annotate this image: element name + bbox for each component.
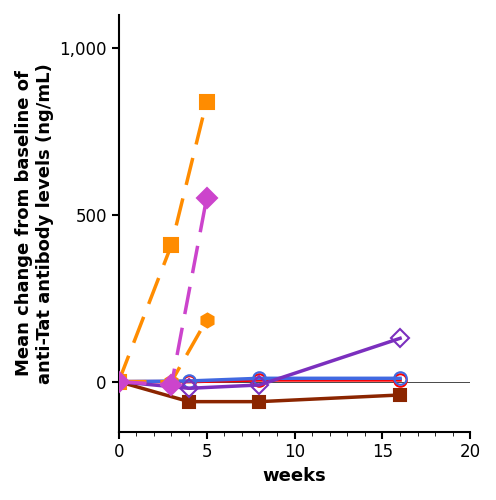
X-axis label: weeks: weeks [263, 467, 326, 485]
Y-axis label: Mean change from baseline of
anti-Tat antibody levels (ng/mL): Mean change from baseline of anti-Tat an… [15, 63, 54, 384]
